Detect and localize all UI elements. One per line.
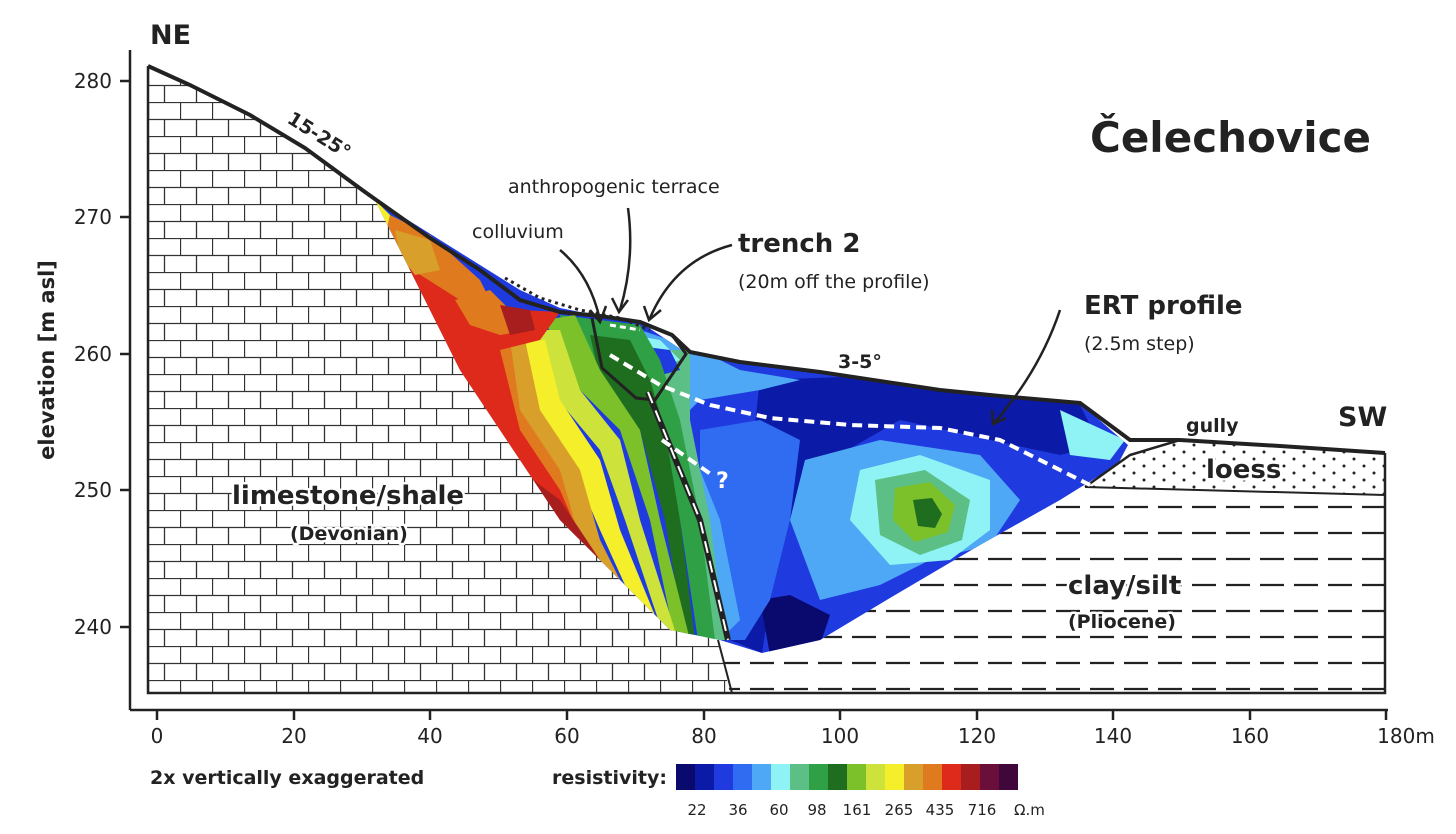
direction-ne: NE <box>150 20 191 51</box>
fault-lower-line <box>717 639 733 694</box>
x-tick-40: 40 <box>417 724 442 748</box>
legend-swatch <box>790 764 809 790</box>
legend-value-label: 22 <box>687 801 706 819</box>
legend-swatch <box>828 764 847 790</box>
terrace-arrow <box>618 207 632 311</box>
legend-swatch <box>980 764 999 790</box>
trench-arrowhead <box>642 305 662 323</box>
x-tick-180: 180m <box>1377 724 1435 748</box>
legend-value-label: 161 <box>843 801 872 819</box>
x-tick-160: 160 <box>1231 724 1269 748</box>
colluvium-label: colluvium <box>472 221 564 243</box>
legend-swatch <box>904 764 923 790</box>
trench-note: (20m off the profile) <box>738 271 930 293</box>
x-tick-100: 100 <box>821 724 859 748</box>
colluvium-dotted-line <box>504 276 651 332</box>
x-tick-80: 80 <box>691 724 716 748</box>
x-tick-60: 60 <box>554 724 579 748</box>
limestone-label: limestone/shale <box>232 481 464 511</box>
ert-arrowhead <box>990 409 1007 426</box>
legend-value-label: 36 <box>728 801 747 819</box>
lower-slope-angle: 3-5° <box>838 351 882 373</box>
legend-value-label: 265 <box>885 801 914 819</box>
x-tick-140: 140 <box>1094 724 1132 748</box>
direction-sw: SW <box>1338 402 1387 433</box>
legend-swatch <box>961 764 980 790</box>
terrace-arrowhead <box>610 297 629 315</box>
legend-swatch <box>714 764 733 790</box>
limestone-age: (Devonian) <box>290 523 408 545</box>
x-tick-0: 0 <box>151 724 164 748</box>
legend-unit: Ω.m <box>1014 801 1045 819</box>
clay-label: clay/silt <box>1068 571 1181 601</box>
clay-age: (Pliocene) <box>1068 611 1176 633</box>
trench-arrow <box>648 243 733 319</box>
legend-value-label: 716 <box>968 801 997 819</box>
y-tick-280: 280 <box>74 69 112 93</box>
legend-swatch <box>771 764 790 790</box>
legend-swatch <box>676 764 695 790</box>
terrace-label: anthropogenic terrace <box>508 176 720 198</box>
legend-swatch <box>999 764 1018 790</box>
ert-title: ERT profile <box>1084 291 1243 321</box>
x-tick-20: 20 <box>281 724 306 748</box>
exaggeration-note: 2x vertically exaggerated <box>150 767 424 789</box>
legend-swatch <box>866 764 885 790</box>
loess-label: loess <box>1206 455 1281 485</box>
site-title: Čelechovice <box>1090 112 1371 162</box>
colluvium-base-dashed <box>608 353 1091 487</box>
legend-swatch <box>695 764 714 790</box>
legend-swatch <box>809 764 828 790</box>
ert-arrow <box>994 309 1062 423</box>
annotation-arrows <box>559 207 1062 426</box>
y-tick-260: 260 <box>74 342 112 366</box>
trench-outline <box>590 317 688 402</box>
legend-value-label: 435 <box>926 801 955 819</box>
loess-unit <box>1085 440 1385 495</box>
uncertain-boundary-mark: ? <box>716 469 729 494</box>
resistivity-legend: resistivity: 22 36 60 98 161 265 435 716 Ω.m <box>552 764 1045 819</box>
legend-value-labels: 22 36 60 98 161 265 435 716 <box>687 801 996 819</box>
colluvium-arrowhead <box>589 305 608 325</box>
legend-swatch <box>942 764 961 790</box>
ert-note: (2.5m step) <box>1084 333 1195 355</box>
legend-value-label: 98 <box>807 801 826 819</box>
ground-surface-line <box>147 64 1386 455</box>
y-axis: 280 270 260 250 240 elevation [m asl] <box>35 50 132 710</box>
x-tick-120: 120 <box>958 724 996 748</box>
fault-dash <box>647 391 729 641</box>
colluvium-arrow <box>559 249 602 321</box>
legend-swatch <box>847 764 866 790</box>
legend-swatch <box>885 764 904 790</box>
loess-base-line <box>1084 486 1386 496</box>
y-tick-270: 270 <box>74 205 112 229</box>
y-axis-label: elevation [m asl] <box>35 260 59 460</box>
trench-title: trench 2 <box>738 229 860 259</box>
legend-swatch <box>923 764 942 790</box>
uncertain-boundary-dashed <box>660 438 714 477</box>
legend-swatch <box>733 764 752 790</box>
y-tick-240: 240 <box>74 615 112 639</box>
gully-label: gully <box>1186 415 1239 437</box>
legend-swatch <box>752 764 771 790</box>
legend-value-label: 60 <box>769 801 788 819</box>
legend-title: resistivity: <box>552 767 667 789</box>
section-left-border <box>146 66 1387 695</box>
x-axis: 0 20 40 60 80 100 120 140 160 180m <box>130 708 1435 748</box>
terrace-dashed <box>609 323 641 332</box>
y-tick-250: 250 <box>74 478 112 502</box>
legend-colorbar <box>676 764 1018 790</box>
